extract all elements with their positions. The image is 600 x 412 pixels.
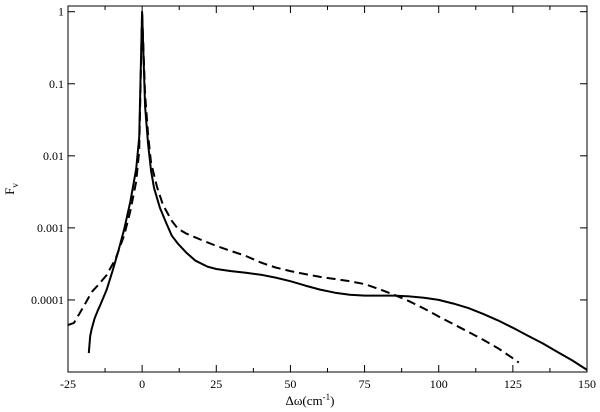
- x-tick-label: 50: [284, 377, 296, 391]
- series-layer: [67, 10, 588, 371]
- y-tick-label: 0.01: [43, 149, 64, 163]
- x-tick-label: 150: [578, 377, 596, 391]
- x-axis-title-tail: ): [330, 393, 334, 408]
- y-tick-label: 0.001: [37, 221, 64, 235]
- y-tick-label: 0.0001: [31, 293, 64, 307]
- x-axis-title-sup: -1: [323, 392, 331, 402]
- x-axis-title: Δω(cm-1): [286, 392, 335, 408]
- x-tick-label: 75: [359, 377, 371, 391]
- y-tick-label: 0.1: [49, 77, 64, 91]
- x-tick-label: 125: [504, 377, 522, 391]
- y-tick-label: 1: [58, 5, 64, 19]
- x-tick-label: 0: [139, 377, 145, 391]
- x-tick-label: 100: [430, 377, 448, 391]
- x-axis-title-main: Δω(cm: [286, 393, 323, 408]
- y-axis-ticks: 0.0001 0.001 0.01 0.1 1: [31, 5, 587, 307]
- series-line-dashed: [67, 10, 520, 364]
- y-axis-title-sub: v: [10, 183, 20, 188]
- y-axis-title: Fv: [2, 183, 20, 195]
- y-axis-title-main: F: [2, 188, 17, 195]
- plot-frame: [67, 5, 588, 373]
- x-tick-label: 25: [210, 377, 222, 391]
- series-line-solid: [87, 10, 588, 371]
- x-tick-label: -25: [60, 377, 76, 391]
- x-axis-ticks: -25 0 25 50 75 100 125 150: [60, 6, 596, 391]
